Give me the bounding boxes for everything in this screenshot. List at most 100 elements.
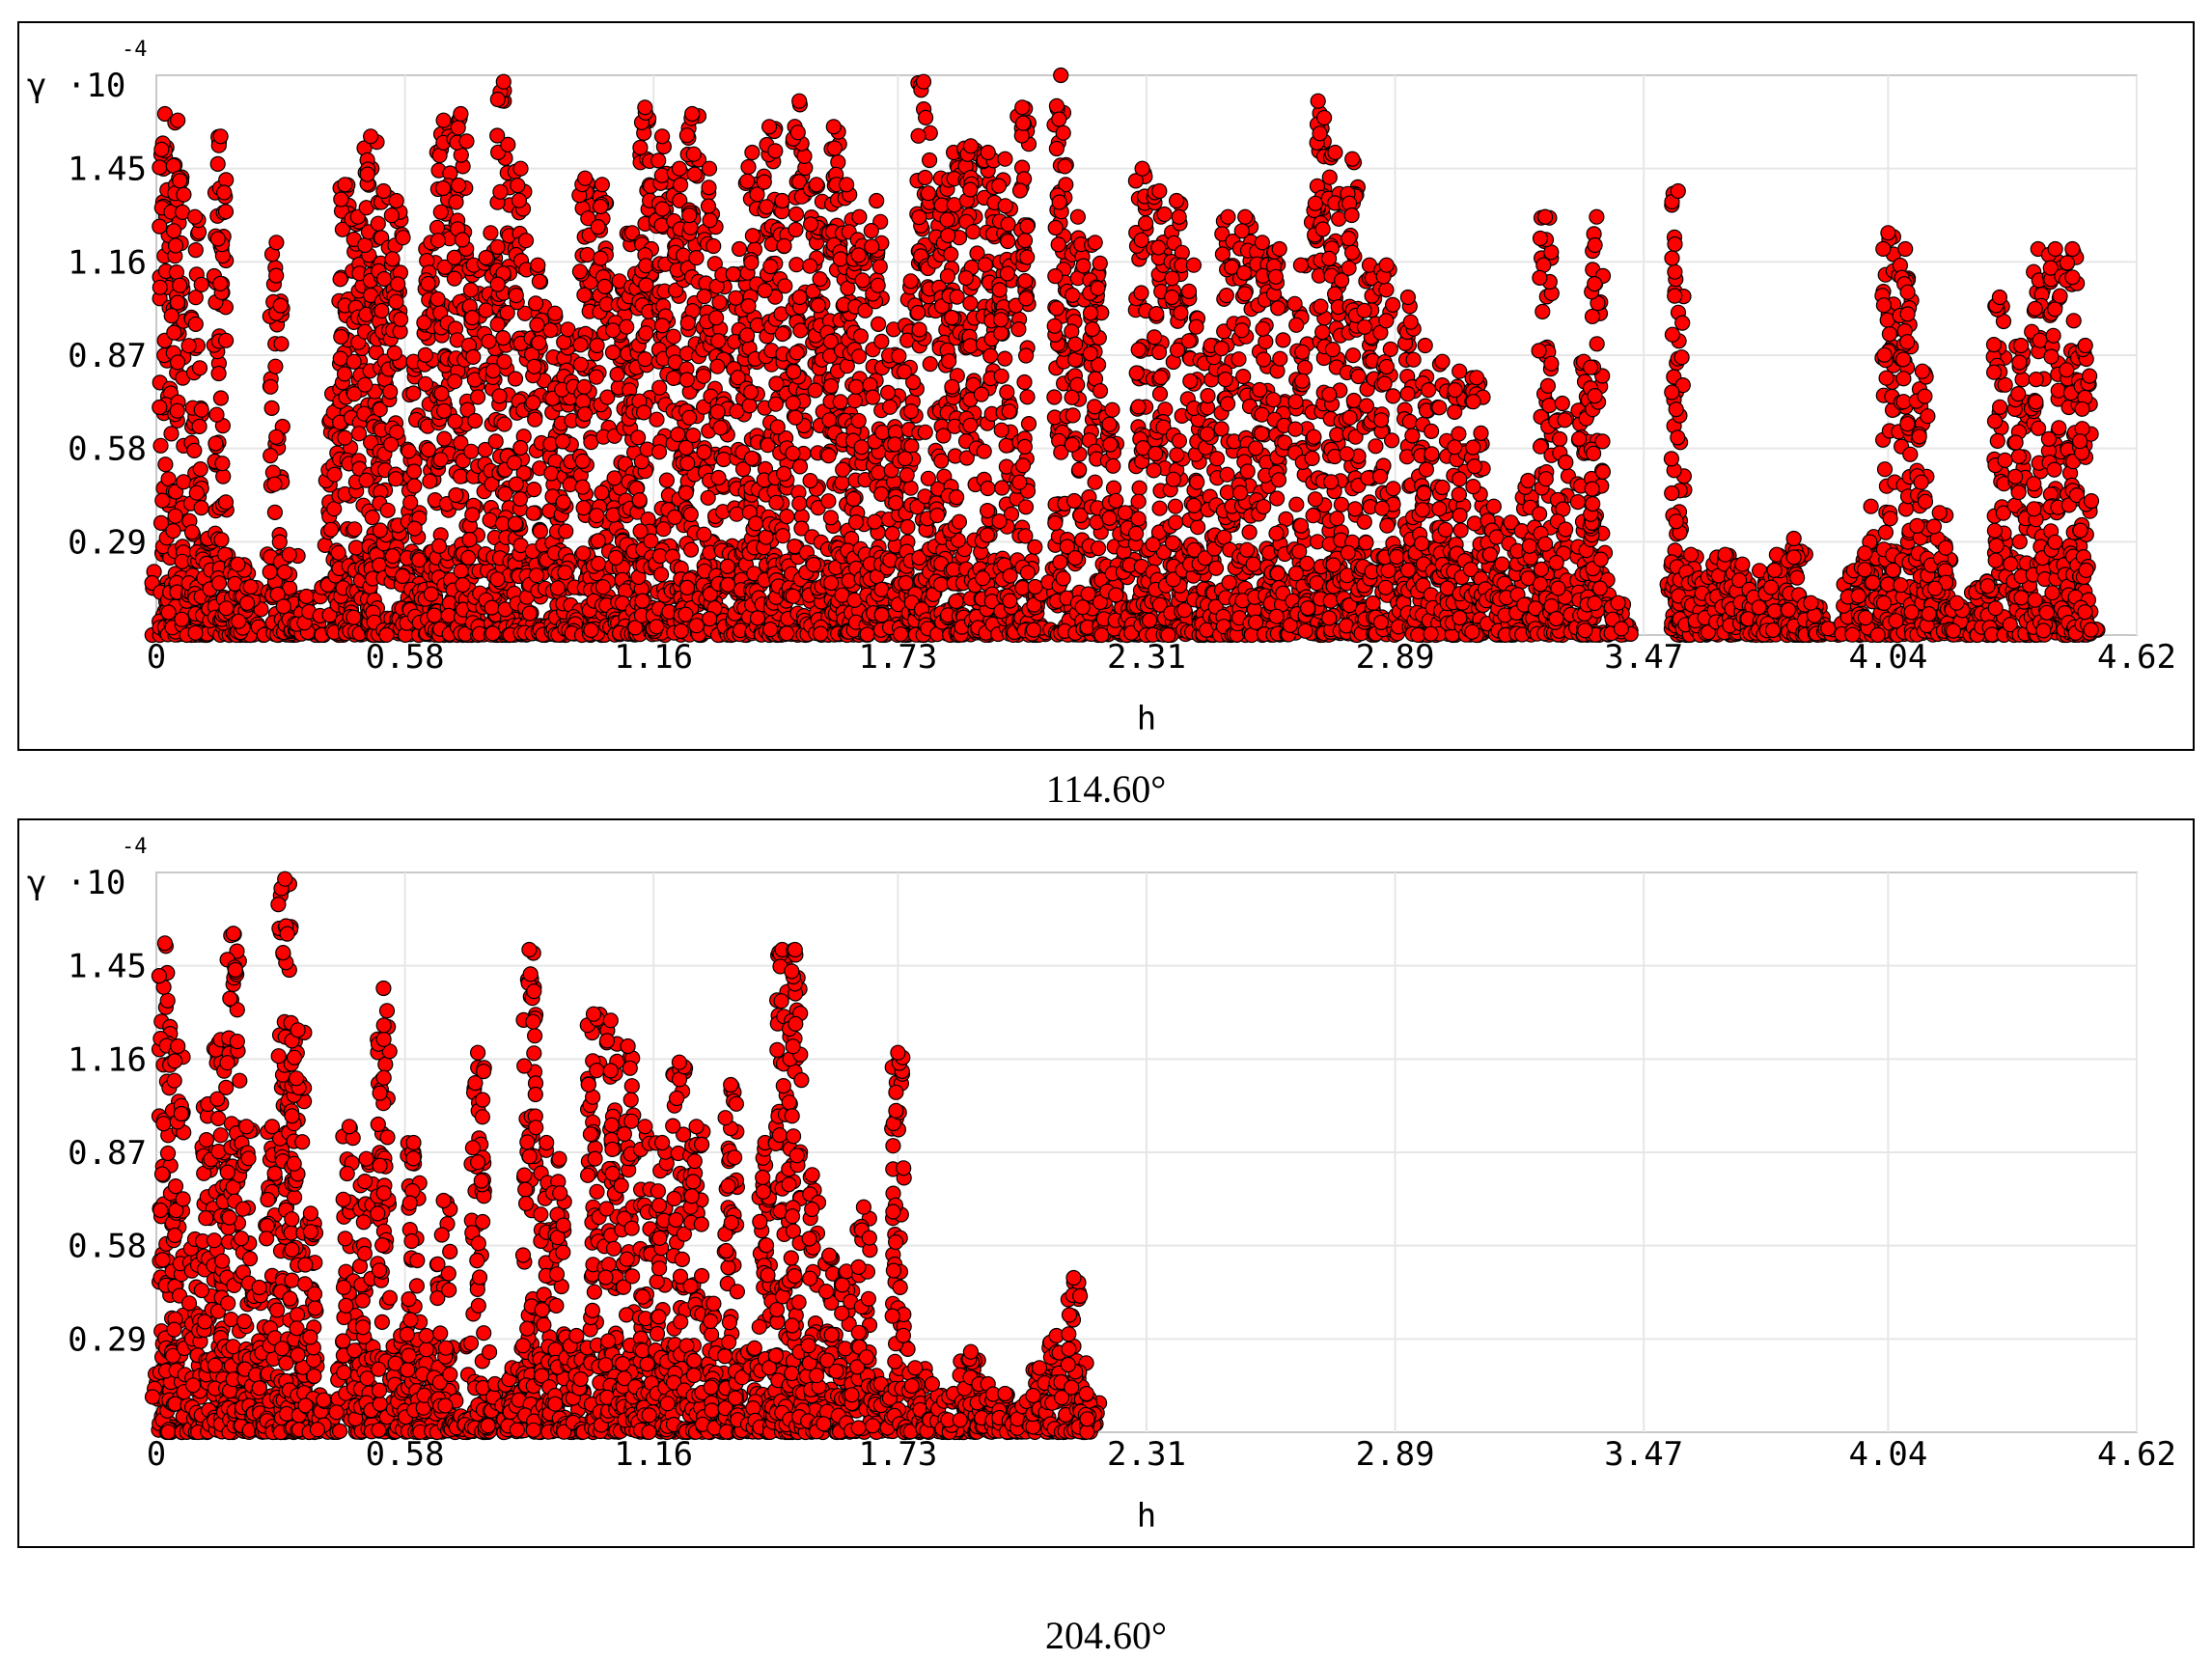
scatter-point [489, 238, 506, 255]
scatter-point [1131, 480, 1147, 496]
scatter-point [363, 128, 379, 145]
scatter-point [276, 564, 292, 581]
scatter-point [594, 177, 611, 193]
scatter-point [982, 347, 999, 364]
scatter-point [487, 433, 504, 450]
scatter-point [779, 509, 795, 525]
scatter-point [1010, 321, 1027, 338]
scatter-point [217, 494, 235, 511]
scatter-point [156, 105, 173, 123]
scatter-point [489, 276, 506, 292]
scatter-point [1047, 268, 1064, 285]
scatter-point [527, 295, 544, 312]
scatter-point [169, 294, 186, 311]
scatter-point [1064, 389, 1080, 405]
scatter-point [263, 400, 280, 416]
scatter-point [1019, 218, 1036, 235]
scatter-point [720, 576, 736, 594]
scatter-point [334, 221, 350, 237]
scatter-point [948, 593, 964, 610]
scatter-point [1067, 336, 1084, 352]
scatter-point [508, 288, 524, 304]
scatter-point [999, 265, 1015, 282]
scatter-point [739, 173, 756, 189]
scatter-point [728, 290, 744, 306]
scatter-point [834, 475, 850, 491]
scatter-point [383, 436, 400, 453]
scatter-point [187, 316, 204, 332]
scatter-point [741, 398, 758, 414]
scatter-point [172, 173, 188, 189]
scatter-point [470, 389, 486, 405]
scatter-point [762, 259, 779, 275]
scatter-point [1065, 492, 1083, 510]
scatter-point [492, 183, 509, 200]
scatter-point [702, 212, 718, 229]
scatter-point [239, 595, 256, 612]
scatter-point [510, 178, 526, 194]
scatter-point [638, 277, 654, 293]
scatter-point [465, 348, 482, 365]
scatter-point [948, 489, 965, 506]
scatter-point [174, 611, 190, 627]
scatter-point [373, 302, 390, 319]
scatter-point [429, 233, 447, 249]
scatter-point [152, 159, 168, 176]
scatter-point [747, 515, 764, 532]
scatter-point [767, 396, 784, 412]
scatter-point [879, 384, 897, 401]
scatter-point [337, 429, 353, 446]
scatter-point [589, 337, 605, 354]
scatter-point [1086, 399, 1103, 415]
scatter-point [743, 255, 760, 271]
scatter-point [208, 406, 225, 423]
scatter-point [526, 482, 542, 498]
scatter-point [207, 435, 224, 452]
scatter-point [436, 430, 453, 447]
scatter-point [710, 469, 727, 486]
scatter-point [1017, 528, 1034, 544]
scatter-point [432, 452, 449, 468]
scatter-point [1169, 447, 1185, 463]
scatter-point [974, 570, 991, 587]
scatter-point [170, 112, 186, 128]
scatter-point [393, 311, 409, 327]
scatter-point [478, 302, 494, 318]
scatter-point [922, 356, 938, 373]
scatter-point [940, 227, 956, 244]
scatter-point [390, 276, 406, 292]
scatter-point [216, 184, 233, 201]
scatter-point [447, 413, 463, 429]
scatter-point [455, 576, 471, 594]
scatter-point [577, 170, 594, 186]
scatter-point [590, 555, 607, 572]
scatter-point [1141, 612, 1158, 628]
scatter-point [512, 439, 529, 456]
scatter-point [346, 609, 362, 625]
scatter-point [1104, 401, 1120, 418]
scatter-point [896, 364, 913, 380]
scatter-point [685, 146, 702, 162]
scatter-point [417, 375, 433, 392]
scatter-point [1147, 445, 1164, 462]
scatter-point [430, 538, 448, 555]
scatter-point [604, 345, 622, 361]
scatter-point [508, 476, 525, 492]
scatter-point [453, 105, 469, 123]
scatter-point [166, 324, 182, 341]
scatter-point [1055, 570, 1071, 587]
scatter-point [543, 465, 560, 482]
scatter-point [853, 439, 870, 456]
scatter-point [957, 269, 974, 287]
scatter-point [973, 386, 990, 402]
scatter-point [426, 607, 443, 623]
scatter-point [530, 257, 546, 273]
scatter-point [696, 444, 712, 460]
scatter-point [422, 473, 438, 489]
scatter-point [1189, 474, 1205, 490]
scatter-point [521, 605, 538, 622]
scatter-chart-1: 0 0.58 1.16 1.73 2.31 2.89 3.47 4.04 4.620.290.5… [27, 38, 2176, 738]
scatter-point [166, 223, 182, 239]
scatter-point [965, 224, 982, 240]
scatter-point [336, 366, 353, 382]
